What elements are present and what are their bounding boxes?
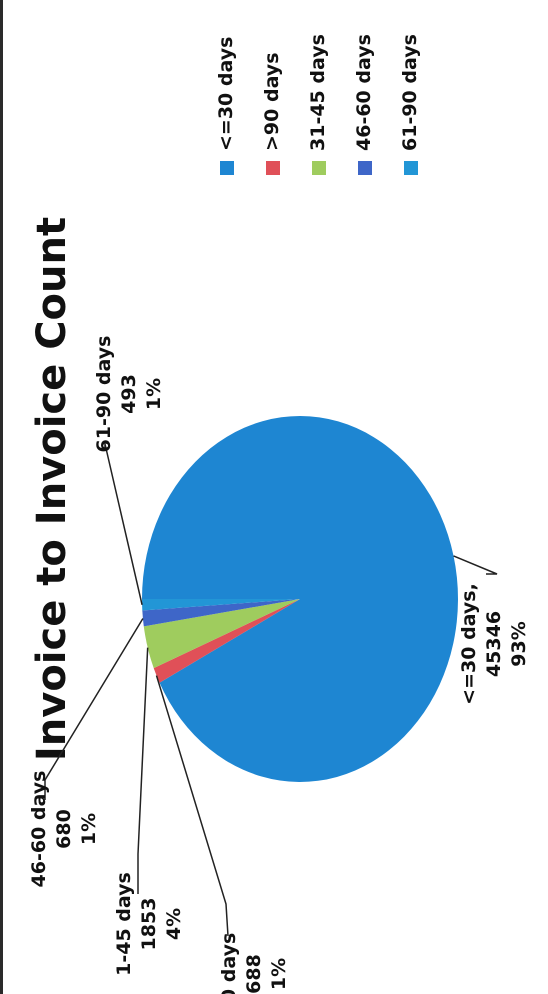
legend-label-61-90-days: 61-90 days: [399, 34, 421, 151]
legend-label-gt-90-days: >90 days: [261, 52, 283, 151]
pie-slice-46-60-days: [142, 599, 300, 627]
data-label-line: 45346: [483, 611, 505, 677]
data-label-line: 61-90 days: [93, 336, 115, 453]
leader-line: [44, 618, 144, 800]
data-label-line: 46-60 days: [28, 771, 50, 888]
data-label-line: 1%: [268, 958, 290, 990]
pie-slice-gt-90-days: [153, 599, 300, 683]
data-label-line: 1%: [143, 378, 165, 410]
data-label-line: 4%: [163, 908, 185, 940]
legend-label-le-30-days: <=30 days: [215, 37, 237, 151]
data-label-line: 688: [243, 954, 265, 994]
legend-label-46-60-days: 46-60 days: [353, 34, 375, 151]
pie-slice-61-90-days: [142, 599, 300, 611]
legend-swatch-le-30-days: [220, 161, 234, 175]
data-label-line: 1-45 days: [113, 872, 135, 976]
page-border: [0, 0, 3, 994]
legend-swatch-gt-90-days: [266, 161, 280, 175]
leader-line: [155, 675, 229, 937]
data-label-line: 90 days: [218, 933, 240, 994]
leader-line: [453, 555, 498, 575]
legend-swatch-46-60-days: [358, 161, 372, 175]
data-label-line: 93%: [508, 621, 530, 666]
data-label-line: <=30 days,: [458, 583, 480, 705]
data-label-line: 1853: [138, 898, 160, 951]
leader-line: [104, 443, 143, 605]
legend-swatch-61-90-days: [404, 161, 418, 175]
legend-label-31-45-days: 31-45 days: [307, 34, 329, 151]
pie-slice-le-30-days: [142, 416, 458, 782]
chart-title: Invoice to Invoice Count: [29, 217, 75, 761]
pie-slice-31-45-days: [143, 599, 300, 669]
data-label-line: 493: [118, 374, 140, 414]
legend-swatch-31-45-days: [312, 161, 326, 175]
data-label-line: 680: [53, 809, 75, 849]
leader-line: [137, 647, 149, 894]
data-label-line: 1%: [78, 813, 100, 845]
